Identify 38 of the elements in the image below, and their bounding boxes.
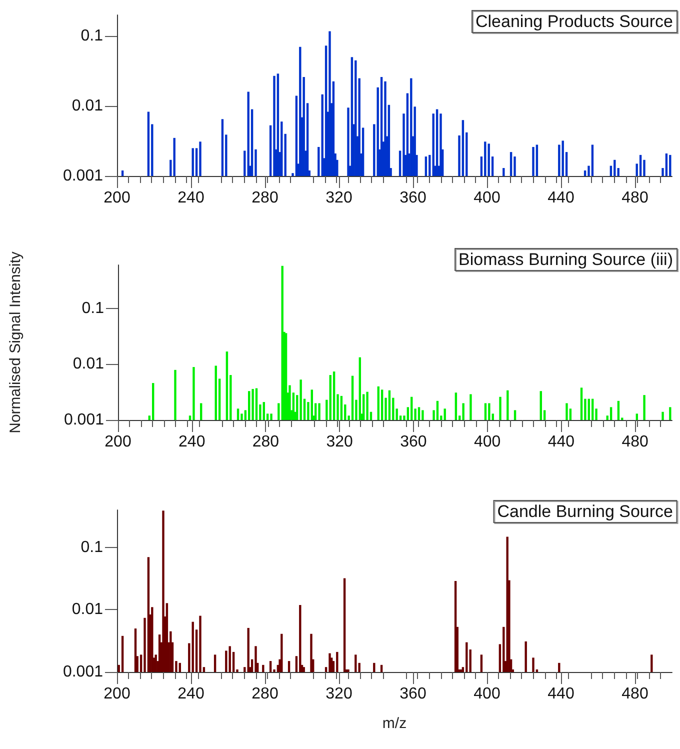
x-tick-label: 200 — [104, 190, 130, 206]
x-tick-label: 280 — [252, 190, 278, 206]
x-axis-title: m/z — [382, 715, 407, 732]
y-tick-label: 0.1 — [80, 28, 104, 45]
x-tick-label: 440 — [548, 190, 574, 206]
x-tick-label: 480 — [622, 686, 648, 702]
y-tick-label: 0.1 — [80, 538, 104, 556]
y-axis-title: Normalised Signal Intensity — [7, 251, 24, 434]
x-tick-label: 320 — [326, 686, 352, 702]
y-tick-label: 0.01 — [72, 98, 104, 115]
x-tick-label: 320 — [326, 434, 354, 450]
chart-title: Biomass Burning Source (iii) — [458, 250, 673, 269]
x-tick-label: 240 — [178, 190, 204, 206]
x-tick-label: 400 — [474, 190, 500, 206]
chart-title: Cleaning Products Source — [476, 12, 674, 31]
x-tick-label: 440 — [548, 434, 575, 450]
y-tick-label: 0.1 — [82, 300, 104, 317]
x-tick-label: 240 — [178, 434, 206, 450]
x-tick-label: 360 — [400, 686, 426, 702]
x-tick-label: 240 — [178, 686, 204, 702]
x-tick-label: 280 — [252, 686, 278, 702]
x-tick-label: 440 — [548, 686, 574, 702]
y-tick-label: 0.01 — [72, 356, 104, 373]
x-tick-label: 280 — [252, 434, 280, 450]
x-tick-label: 400 — [474, 686, 500, 702]
x-tick-label: 320 — [326, 190, 352, 206]
x-tick-label: 200 — [104, 434, 132, 450]
y-tick-label: 0.01 — [72, 601, 104, 618]
chart-title: Candle Burning Source — [497, 502, 674, 521]
x-tick-label: 480 — [622, 434, 649, 450]
y-tick-label: 0.001 — [62, 664, 104, 680]
x-tick-label: 360 — [400, 434, 427, 450]
x-tick-label: 360 — [400, 190, 426, 206]
x-tick-label: 400 — [474, 434, 501, 450]
x-tick-label: 480 — [622, 190, 648, 206]
x-tick-label: 200 — [104, 686, 130, 702]
y-tick-label: 0.001 — [62, 168, 104, 184]
y-tick-label: 0.001 — [64, 412, 104, 428]
